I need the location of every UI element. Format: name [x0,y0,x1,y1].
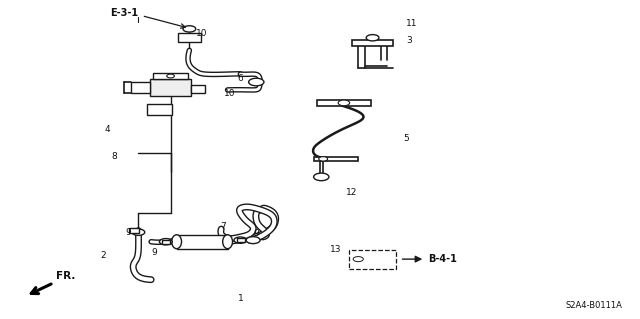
Text: 7: 7 [220,222,226,231]
Ellipse shape [172,235,182,249]
Circle shape [167,74,174,78]
Bar [317,100,371,106]
Text: 2: 2 [100,251,106,260]
Text: E-3-1: E-3-1 [110,8,138,19]
Circle shape [319,157,328,161]
Bar [129,228,139,233]
Text: 3: 3 [406,36,412,45]
Circle shape [246,237,260,244]
Bar [178,33,201,42]
Bar [150,79,191,96]
Text: 12: 12 [346,188,357,197]
Circle shape [234,237,246,243]
Text: FR.: FR. [56,271,76,281]
Bar [237,238,245,242]
Ellipse shape [223,235,232,249]
Bar [153,73,188,79]
Circle shape [338,100,349,106]
Text: 4: 4 [104,125,110,134]
Circle shape [314,173,329,181]
Circle shape [353,256,364,262]
Circle shape [132,229,145,235]
Text: 9: 9 [125,228,131,237]
Bar [177,235,228,249]
Text: 8: 8 [111,152,116,161]
Text: 13: 13 [330,245,341,254]
Circle shape [366,34,379,41]
Text: 5: 5 [403,134,408,144]
Text: 11: 11 [406,19,417,28]
Text: 10: 10 [225,89,236,98]
Text: 9: 9 [253,229,259,238]
Bar [147,104,172,115]
Text: 1: 1 [237,294,243,303]
Circle shape [248,78,264,86]
Bar [352,40,394,46]
Text: S2A4-B0111A: S2A4-B0111A [566,301,623,310]
Circle shape [183,26,196,32]
Text: 10: 10 [196,29,207,38]
Text: 6: 6 [237,74,243,83]
Bar [349,250,396,269]
Bar [191,85,205,93]
Bar [131,82,150,93]
Circle shape [159,239,172,245]
Bar [314,157,358,161]
Text: 9: 9 [151,248,157,257]
Text: B-4-1: B-4-1 [428,254,457,264]
Bar [162,240,170,244]
